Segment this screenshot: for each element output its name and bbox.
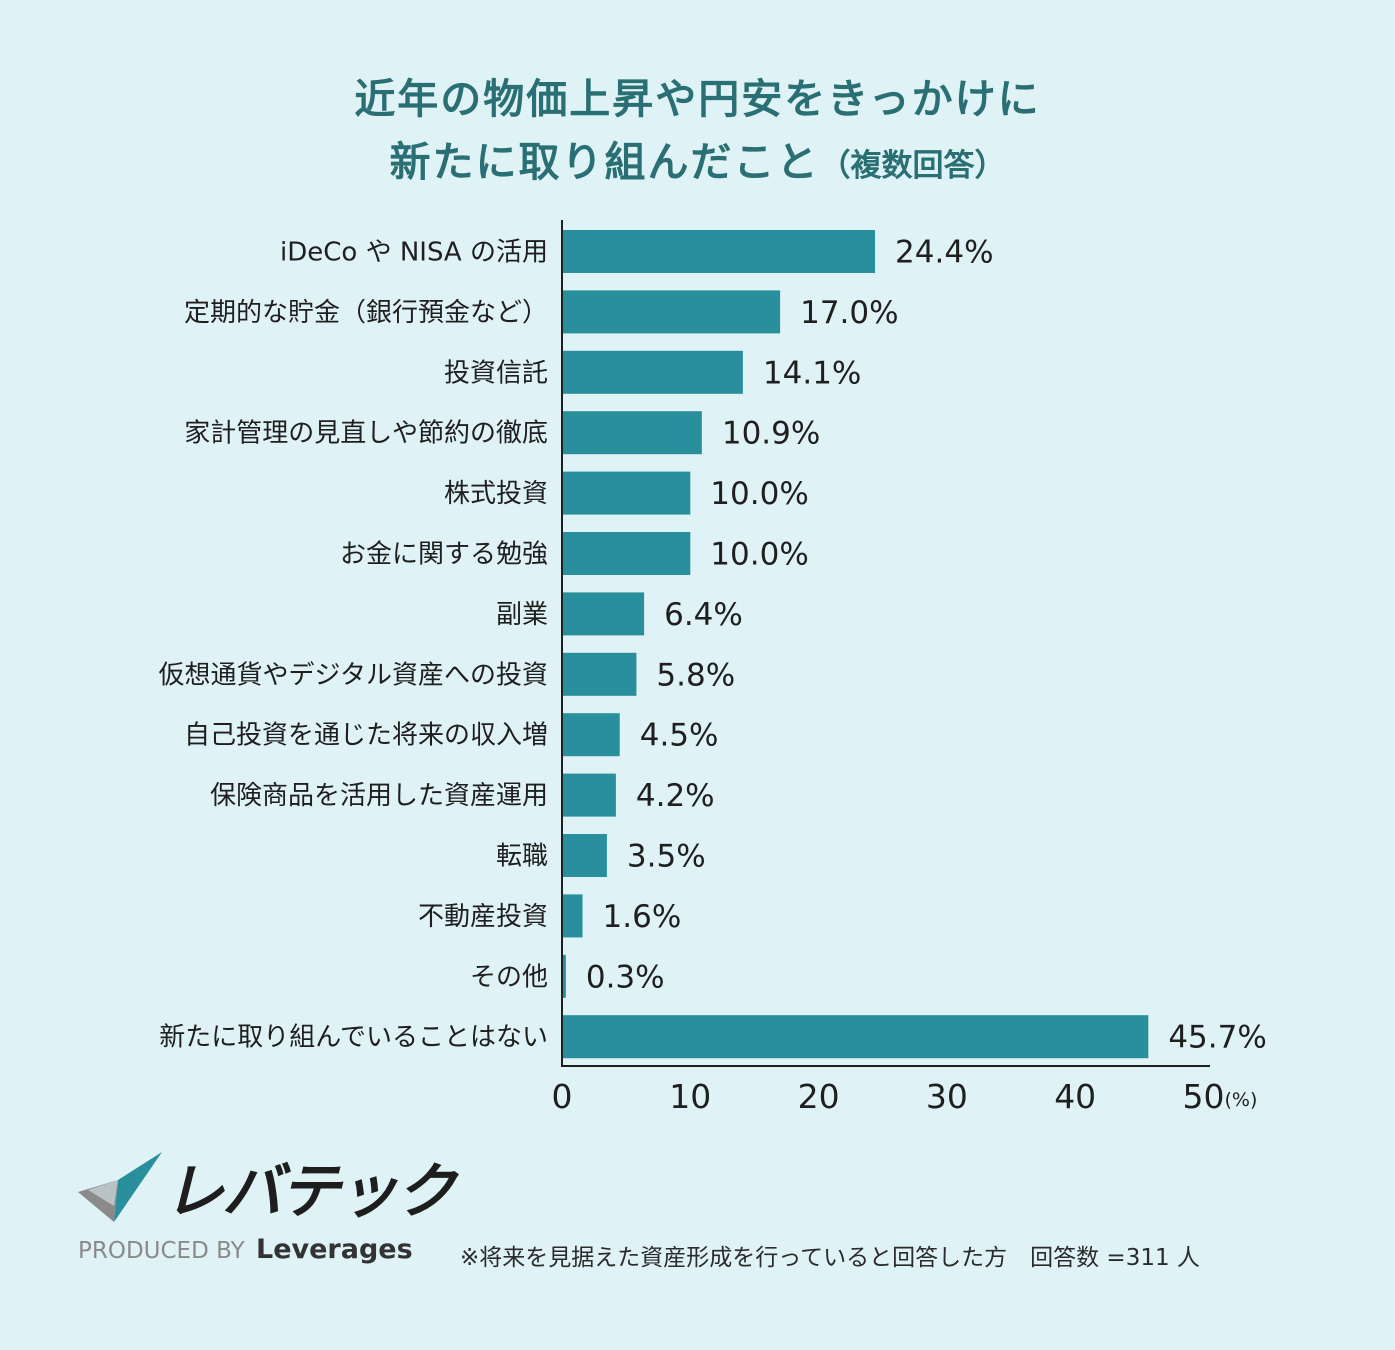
bar: [562, 532, 691, 575]
chart-title-line2: 新たに取り組んだこと（複数回答）: [0, 131, 1395, 198]
x-tick-label: 30: [926, 1077, 968, 1116]
category-label: 新たに取り組んでいることはない: [159, 1023, 548, 1053]
value-label: 10.0%: [710, 476, 808, 512]
category-label: 定期的な貯金（銀行預金など）: [184, 298, 548, 328]
bar-chart: iDeCo や NISA の活用 24.4% 定期的な貯金（銀行預金など） 17.0%…: [159, 220, 1267, 1116]
bar: [562, 350, 743, 394]
produced-by: PRODUCED BY Leverages: [78, 1234, 413, 1267]
bar: [562, 471, 691, 515]
value-label: 24.4%: [895, 235, 993, 271]
value-label: 10.0%: [710, 537, 808, 573]
footer-note: ※将来を見据えた資産形成を行っていると回答した方 回答数 =311 人: [460, 1245, 1200, 1271]
chart-title-suffix: （複数回答）: [819, 148, 1006, 184]
value-label: 4.2%: [636, 778, 715, 814]
bar: [562, 592, 645, 636]
value-label: 3.5%: [627, 839, 706, 875]
x-tick-label: 40: [1054, 1077, 1096, 1116]
bar: [562, 954, 566, 998]
category-label: 副業: [496, 600, 548, 630]
value-label: 10.9%: [722, 416, 820, 452]
brand-name: Leverages: [256, 1234, 413, 1265]
x-tick-label: 0: [552, 1077, 573, 1116]
category-label: その他: [470, 962, 548, 992]
category-label: 仮想通貨やデジタル資産への投資: [159, 660, 548, 690]
category-label: 株式投資: [444, 479, 548, 509]
bar: [562, 834, 607, 877]
category-label: 不動産投資: [418, 902, 548, 932]
logo-wordmark: レバテック: [164, 1157, 456, 1227]
leverages-logo: レバテック PRODUCED BY Leverages: [78, 1152, 456, 1272]
bar: [562, 290, 781, 334]
x-tick-label: 20: [798, 1077, 840, 1116]
chart-title-line2-main: 新たに取り組んだこと: [389, 138, 820, 186]
x-tick-label: 50: [1183, 1077, 1225, 1116]
x-axis-unit: (%): [1225, 1089, 1258, 1111]
category-label: お金に関する勉強: [340, 540, 548, 570]
x-tick-label: 10: [669, 1077, 711, 1116]
value-label: 14.1%: [763, 355, 861, 391]
value-label: 1.6%: [603, 899, 682, 935]
bar: [562, 713, 620, 757]
category-label: iDeCo や NISA の活用: [280, 238, 548, 268]
value-label: 0.3%: [586, 959, 665, 995]
bar: [562, 230, 876, 273]
chart-title: 近年の物価上昇や円安をきっかけに 新たに取り組んだこと（複数回答）: [0, 68, 1395, 198]
bar: [562, 773, 616, 817]
chart-title-line1: 近年の物価上昇や円安をきっかけに: [354, 75, 1041, 123]
value-label: 45.7%: [1168, 1020, 1266, 1056]
category-label: 保険商品を活用した資産運用: [210, 781, 548, 811]
logo-check-icon: [78, 1152, 162, 1222]
category-label: 投資信託: [444, 358, 548, 388]
category-label: 転職: [496, 842, 548, 872]
category-label: 家計管理の見直しや節約の徹底: [184, 419, 548, 449]
produced-by-text: PRODUCED BY: [78, 1238, 245, 1264]
value-label: 17.0%: [800, 295, 898, 331]
value-label: 4.5%: [640, 718, 719, 754]
bar: [562, 1015, 1149, 1059]
bar: [562, 894, 583, 938]
category-label: 自己投資を通じた将来の収入増: [184, 721, 548, 751]
value-label: 6.4%: [664, 597, 743, 633]
bar: [562, 652, 637, 696]
bar: [562, 411, 702, 455]
value-label: 5.8%: [656, 657, 735, 693]
